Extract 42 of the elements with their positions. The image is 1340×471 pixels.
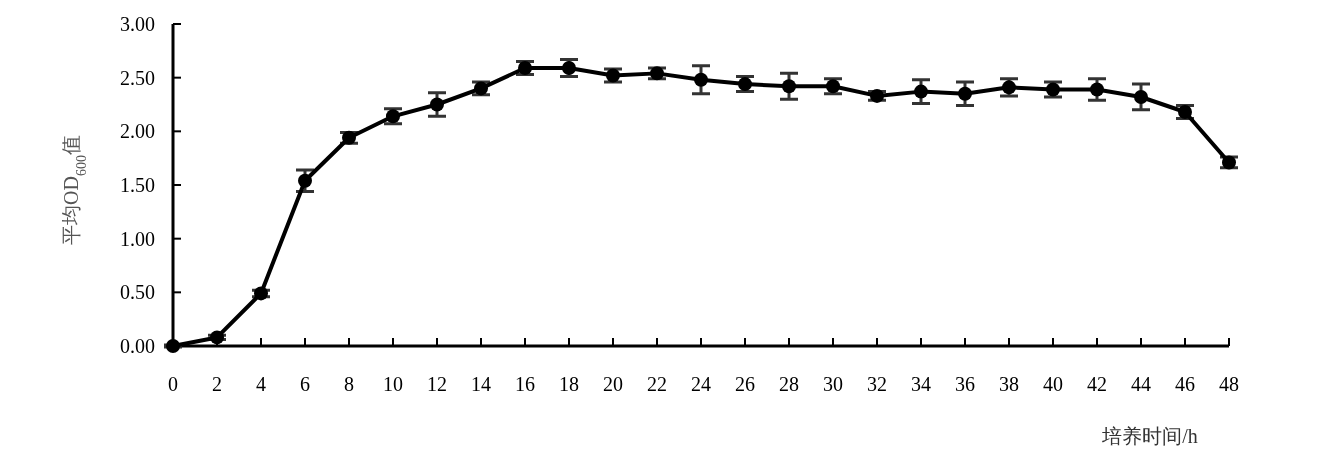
y-tick-label: 1.00 (120, 227, 155, 250)
point (1090, 82, 1104, 97)
x-tick-label: 12 (427, 373, 447, 395)
x-tick-label: 20 (603, 373, 623, 395)
x-tick-label: 28 (779, 373, 799, 395)
x-tick-label: 40 (1043, 373, 1063, 395)
x-tick-label: 22 (647, 373, 667, 395)
point (430, 97, 444, 112)
point (1134, 89, 1148, 104)
y-tick-label: 3.00 (120, 13, 155, 35)
x-tick-label: 8 (344, 373, 354, 395)
x-tick-label: 42 (1087, 373, 1107, 395)
y-tick-label: 2.00 (120, 120, 155, 143)
y-tick-label: 1.50 (120, 174, 155, 196)
y-tick-label: 2.50 (120, 66, 155, 89)
x-axis-title: 培养时间/h (1101, 425, 1198, 447)
x-tick-label: 2 (212, 373, 222, 395)
x-tick-label: 34 (911, 373, 931, 395)
x-tick-label: 26 (735, 373, 755, 395)
x-tick-label: 44 (1131, 373, 1151, 395)
y-tick-label: 0.00 (120, 335, 155, 357)
x-tick-label: 4 (256, 373, 266, 395)
x-tick-label: 18 (559, 373, 579, 395)
x-tick-label: 0 (168, 373, 178, 395)
x-tick-label: 48 (1219, 373, 1239, 395)
point (958, 86, 972, 101)
x-tick-label: 10 (383, 373, 403, 395)
x-tick-label: 16 (515, 373, 535, 395)
point (694, 72, 708, 87)
x-tick-label: 24 (691, 373, 711, 395)
point (166, 339, 180, 353)
x-tick-label: 38 (999, 373, 1019, 395)
point (782, 79, 796, 94)
point (914, 84, 928, 99)
x-tick-label: 46 (1175, 373, 1195, 395)
x-tick-label: 30 (823, 373, 843, 395)
x-tick-label: 6 (300, 373, 310, 395)
x-tick-label: 36 (955, 373, 975, 395)
y-tick-label: 0.50 (120, 281, 155, 304)
x-tick-label: 32 (867, 373, 887, 395)
x-tick-label: 14 (471, 373, 491, 395)
point (298, 173, 312, 188)
